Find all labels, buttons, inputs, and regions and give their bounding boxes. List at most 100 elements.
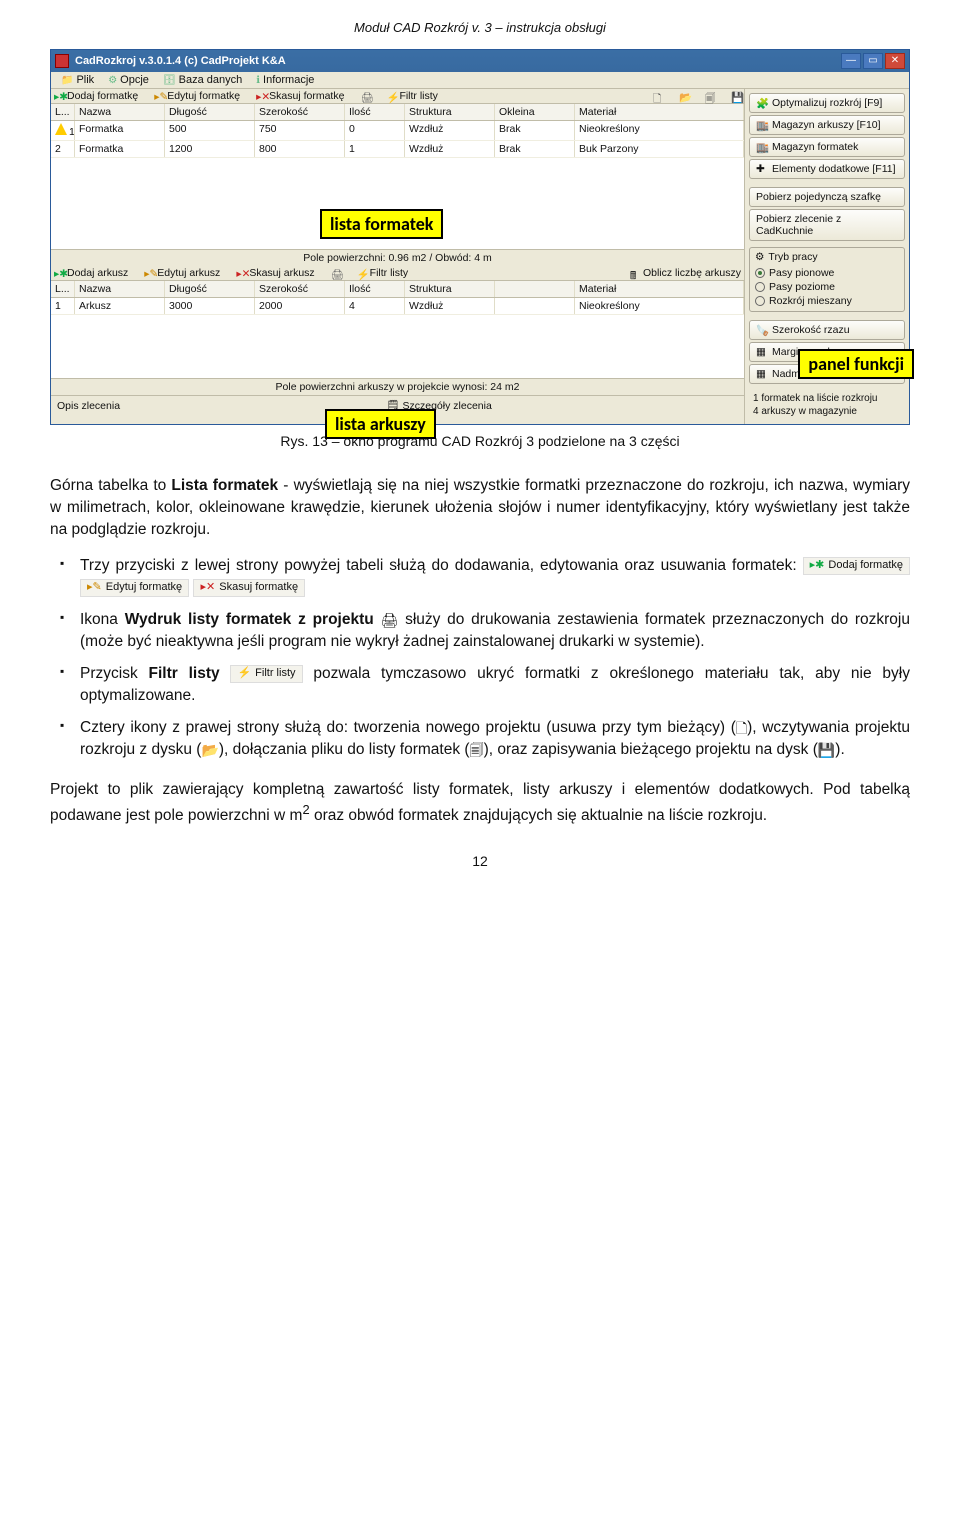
magazyn-arkuszy-button[interactable]: 🏬Magazyn arkuszy [F10]	[749, 115, 905, 135]
magazyn-formatek-button[interactable]: 🏬Magazyn formatek	[749, 137, 905, 157]
menu-opcje[interactable]: Opcje	[102, 74, 155, 86]
minimize-button[interactable]: —	[841, 53, 861, 69]
delete-formatka-button[interactable]: ▸✕Skasuj formatkę	[256, 90, 344, 102]
elementy-dodatkowe-button[interactable]: ✚Elementy dodatkowe [F11]	[749, 159, 905, 179]
radio-pasy-pionowe[interactable]: Pasy pionowe	[755, 266, 899, 280]
menu-baza[interactable]: Baza danych	[157, 74, 248, 86]
col-szerokosc[interactable]: Szerokość	[255, 281, 345, 297]
edit-icon: ▸✎	[87, 580, 102, 596]
table-row[interactable]: 1Formatka5007500WzdłużBrakNieokreślony	[51, 121, 744, 141]
calc-icon: 🖩	[630, 268, 640, 278]
bullet-1: Trzy przyciski z lewej strony powyżej ta…	[50, 555, 910, 599]
delete-icon: ▸✕	[200, 580, 215, 596]
menu-info[interactable]: Informacje	[250, 74, 320, 86]
col-okleina[interactable]: Okleina	[495, 104, 575, 120]
radio-mieszany[interactable]: Rozkrój mieszany	[755, 294, 899, 308]
label-lista-arkuszy: lista arkuszy	[325, 409, 436, 439]
optimize-icon: 🧩	[756, 97, 768, 109]
menubar: Plik Opcje Baza danych Informacje	[51, 72, 909, 89]
tryb-pracy-fieldset: ⚙ Tryb pracy Pasy pionowe Pasy poziome Ro…	[749, 247, 905, 312]
warehouse-icon: 🏬	[756, 119, 768, 131]
paragraph-2: Projekt to plik zawierający kompletną za…	[50, 779, 910, 827]
footer-arkuszy: Pole powierzchni arkuszy w projekcie wyn…	[51, 378, 744, 395]
label-panel-funkcji: panel funkcji	[798, 349, 914, 379]
page-number: 12	[50, 853, 910, 869]
titlebar: CadRozkroj v.3.0.1.4 (c) CadProjekt K&A …	[51, 50, 909, 72]
delete-arkusz-button[interactable]: ▸✕Skasuj arkusz	[236, 267, 314, 279]
attach-file-button[interactable]: 🗐	[705, 91, 715, 101]
printer-icon: 🖨	[381, 611, 399, 629]
bullet-3: Przycisk Filtr listy ⚡Filtr listy pozwal…	[50, 663, 910, 707]
printer-icon: 🖨	[331, 268, 341, 278]
count-sheets-button[interactable]: 🖩Oblicz liczbę arkuszy	[630, 267, 741, 279]
delete-icon: ▸✕	[236, 268, 246, 278]
col-material[interactable]: Materiał	[575, 104, 744, 120]
status-line-2: 4 arkuszy w magazynie	[753, 405, 901, 418]
chip-filter: ⚡Filtr listy	[230, 665, 302, 683]
edit-icon: ▸✎	[154, 91, 164, 101]
pobierz-zlecenie-button[interactable]: Pobierz zlecenie z CadKuchnie	[749, 209, 905, 241]
maximize-button[interactable]: ▭	[863, 53, 883, 69]
bullet-list: Trzy przyciski z lewej strony powyżej ta…	[50, 555, 910, 761]
filter-button[interactable]: ⚡Filtr listy	[386, 90, 438, 102]
optymalizuj-button[interactable]: 🧩Optymalizuj rozkrój [F9]	[749, 93, 905, 113]
save-icon: 💾	[731, 91, 741, 101]
filter-icon: ⚡	[386, 91, 396, 101]
opis-zlecenia-label[interactable]: Opis zlecenia	[57, 400, 120, 412]
table-body-arkuszy: 1Arkusz300020004WzdłużNieokreślony	[51, 298, 744, 378]
edit-formatka-button[interactable]: ▸✎Edytuj formatkę	[154, 90, 240, 102]
print-button[interactable]: 🖨	[360, 91, 370, 101]
col-lp[interactable]: L...	[51, 104, 75, 120]
delete-icon: ▸✕	[256, 91, 266, 101]
radio-icon	[755, 282, 765, 292]
save-project-button[interactable]: 💾	[731, 91, 741, 101]
table-header-formatek: L... Nazwa Długość Szerokość Ilość Struk…	[51, 104, 744, 121]
col-material[interactable]: Materiał	[575, 281, 744, 297]
tryb-pracy-label: Tryb pracy	[768, 251, 817, 263]
szerokosc-rzazu-button[interactable]: 🪚Szerokość rzazu	[749, 320, 905, 340]
doc-header: Moduł CAD Rozkrój v. 3 – instrukcja obsł…	[50, 20, 910, 35]
col-struktura[interactable]: Struktura	[405, 104, 495, 120]
col-struktura[interactable]: Struktura	[405, 281, 495, 297]
filter-arkusz-button[interactable]: ⚡Filtr listy	[357, 267, 409, 279]
table-row[interactable]: 1Arkusz300020004WzdłużNieokreślony	[51, 298, 744, 315]
col-dlugosc[interactable]: Długość	[165, 104, 255, 120]
chip-skasuj: ▸✕Skasuj formatkę	[193, 579, 305, 597]
paragraph-1: Górna tabelka to Lista formatek - wyświe…	[50, 475, 910, 541]
app-screenshot: CadRozkroj v.3.0.1.4 (c) CadProjekt K&A …	[50, 49, 910, 425]
add-icon: ▸✱	[54, 268, 64, 278]
add-icon: ▸✱	[810, 558, 825, 574]
pobierz-szafke-button[interactable]: Pobierz pojedynczą szafkę	[749, 187, 905, 207]
col-nazwa[interactable]: Nazwa	[75, 281, 165, 297]
footer-formatek: Pole powierzchni: 0.96 m2 / Obwód: 4 m	[51, 249, 744, 266]
menu-plik[interactable]: Plik	[55, 74, 100, 86]
gear-icon: ⚙	[755, 251, 764, 263]
bullet-4: Cztery ikony z prawej strony służą do: t…	[50, 717, 910, 761]
open-project-button[interactable]: 📂	[679, 91, 689, 101]
filter-icon: ⚡	[357, 268, 367, 278]
col-okleina[interactable]	[495, 281, 575, 297]
status-line-1: 1 formatek na liście rozkroju	[753, 392, 901, 405]
table-row[interactable]: 2Formatka12008001WzdłużBrakBuk Parzony	[51, 141, 744, 158]
radio-icon	[755, 268, 765, 278]
toolbar-arkuszy: ▸✱Dodaj arkusz ▸✎Edytuj arkusz ▸✕Skasuj …	[51, 266, 744, 281]
filter-icon: ⚡	[237, 666, 251, 682]
add-formatka-button[interactable]: ▸✱Dodaj formatkę	[54, 90, 138, 102]
close-button[interactable]: ✕	[885, 53, 905, 69]
col-dlugosc[interactable]: Długość	[165, 281, 255, 297]
col-szerokosc[interactable]: Szerokość	[255, 104, 345, 120]
add-arkusz-button[interactable]: ▸✱Dodaj arkusz	[54, 267, 128, 279]
col-ilosc[interactable]: Ilość	[345, 281, 405, 297]
folder-open-icon: 📂	[679, 91, 689, 101]
chip-dodaj: ▸✱Dodaj formatkę	[803, 557, 910, 575]
bullet-2: Ikona Wydruk listy formatek z projektu 🖨…	[50, 609, 910, 653]
toolbar-formatek: ▸✱Dodaj formatkę ▸✎Edytuj formatkę ▸✕Ska…	[51, 89, 744, 104]
edit-arkusz-button[interactable]: ▸✎Edytuj arkusz	[144, 267, 220, 279]
attach-icon: 🗐	[705, 91, 715, 101]
print-arkusz-button[interactable]: 🖨	[331, 268, 341, 278]
new-project-button[interactable]: 🗋	[653, 91, 663, 101]
col-lp[interactable]: L...	[51, 281, 75, 297]
col-ilosc[interactable]: Ilość	[345, 104, 405, 120]
col-nazwa[interactable]: Nazwa	[75, 104, 165, 120]
radio-pasy-poziome[interactable]: Pasy poziome	[755, 280, 899, 294]
